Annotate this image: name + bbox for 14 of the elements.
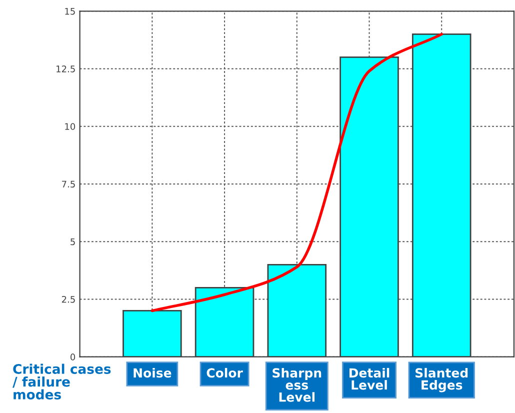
y-tick-label: 5 xyxy=(70,238,75,246)
y-tick-label: 2.5 xyxy=(62,296,75,303)
y-tick-label: 10 xyxy=(65,123,76,130)
x-axis-title: Critical cases / failure modes xyxy=(12,364,111,400)
y-tick-label: 15 xyxy=(65,8,75,15)
line-series xyxy=(150,32,444,312)
x-tick-label: Detail Level xyxy=(349,368,390,390)
y-tick-label: 0 xyxy=(70,354,76,360)
x-tick-label: Sharpn ess Level xyxy=(272,368,322,402)
x-tick-label: Slanted Edges xyxy=(416,368,468,392)
y-tick-label: 7.5 xyxy=(62,180,75,188)
x-tick-label: Color xyxy=(206,368,243,378)
x-tick-label: Noise xyxy=(134,368,172,378)
y-tick-label: 12.5 xyxy=(56,65,75,72)
